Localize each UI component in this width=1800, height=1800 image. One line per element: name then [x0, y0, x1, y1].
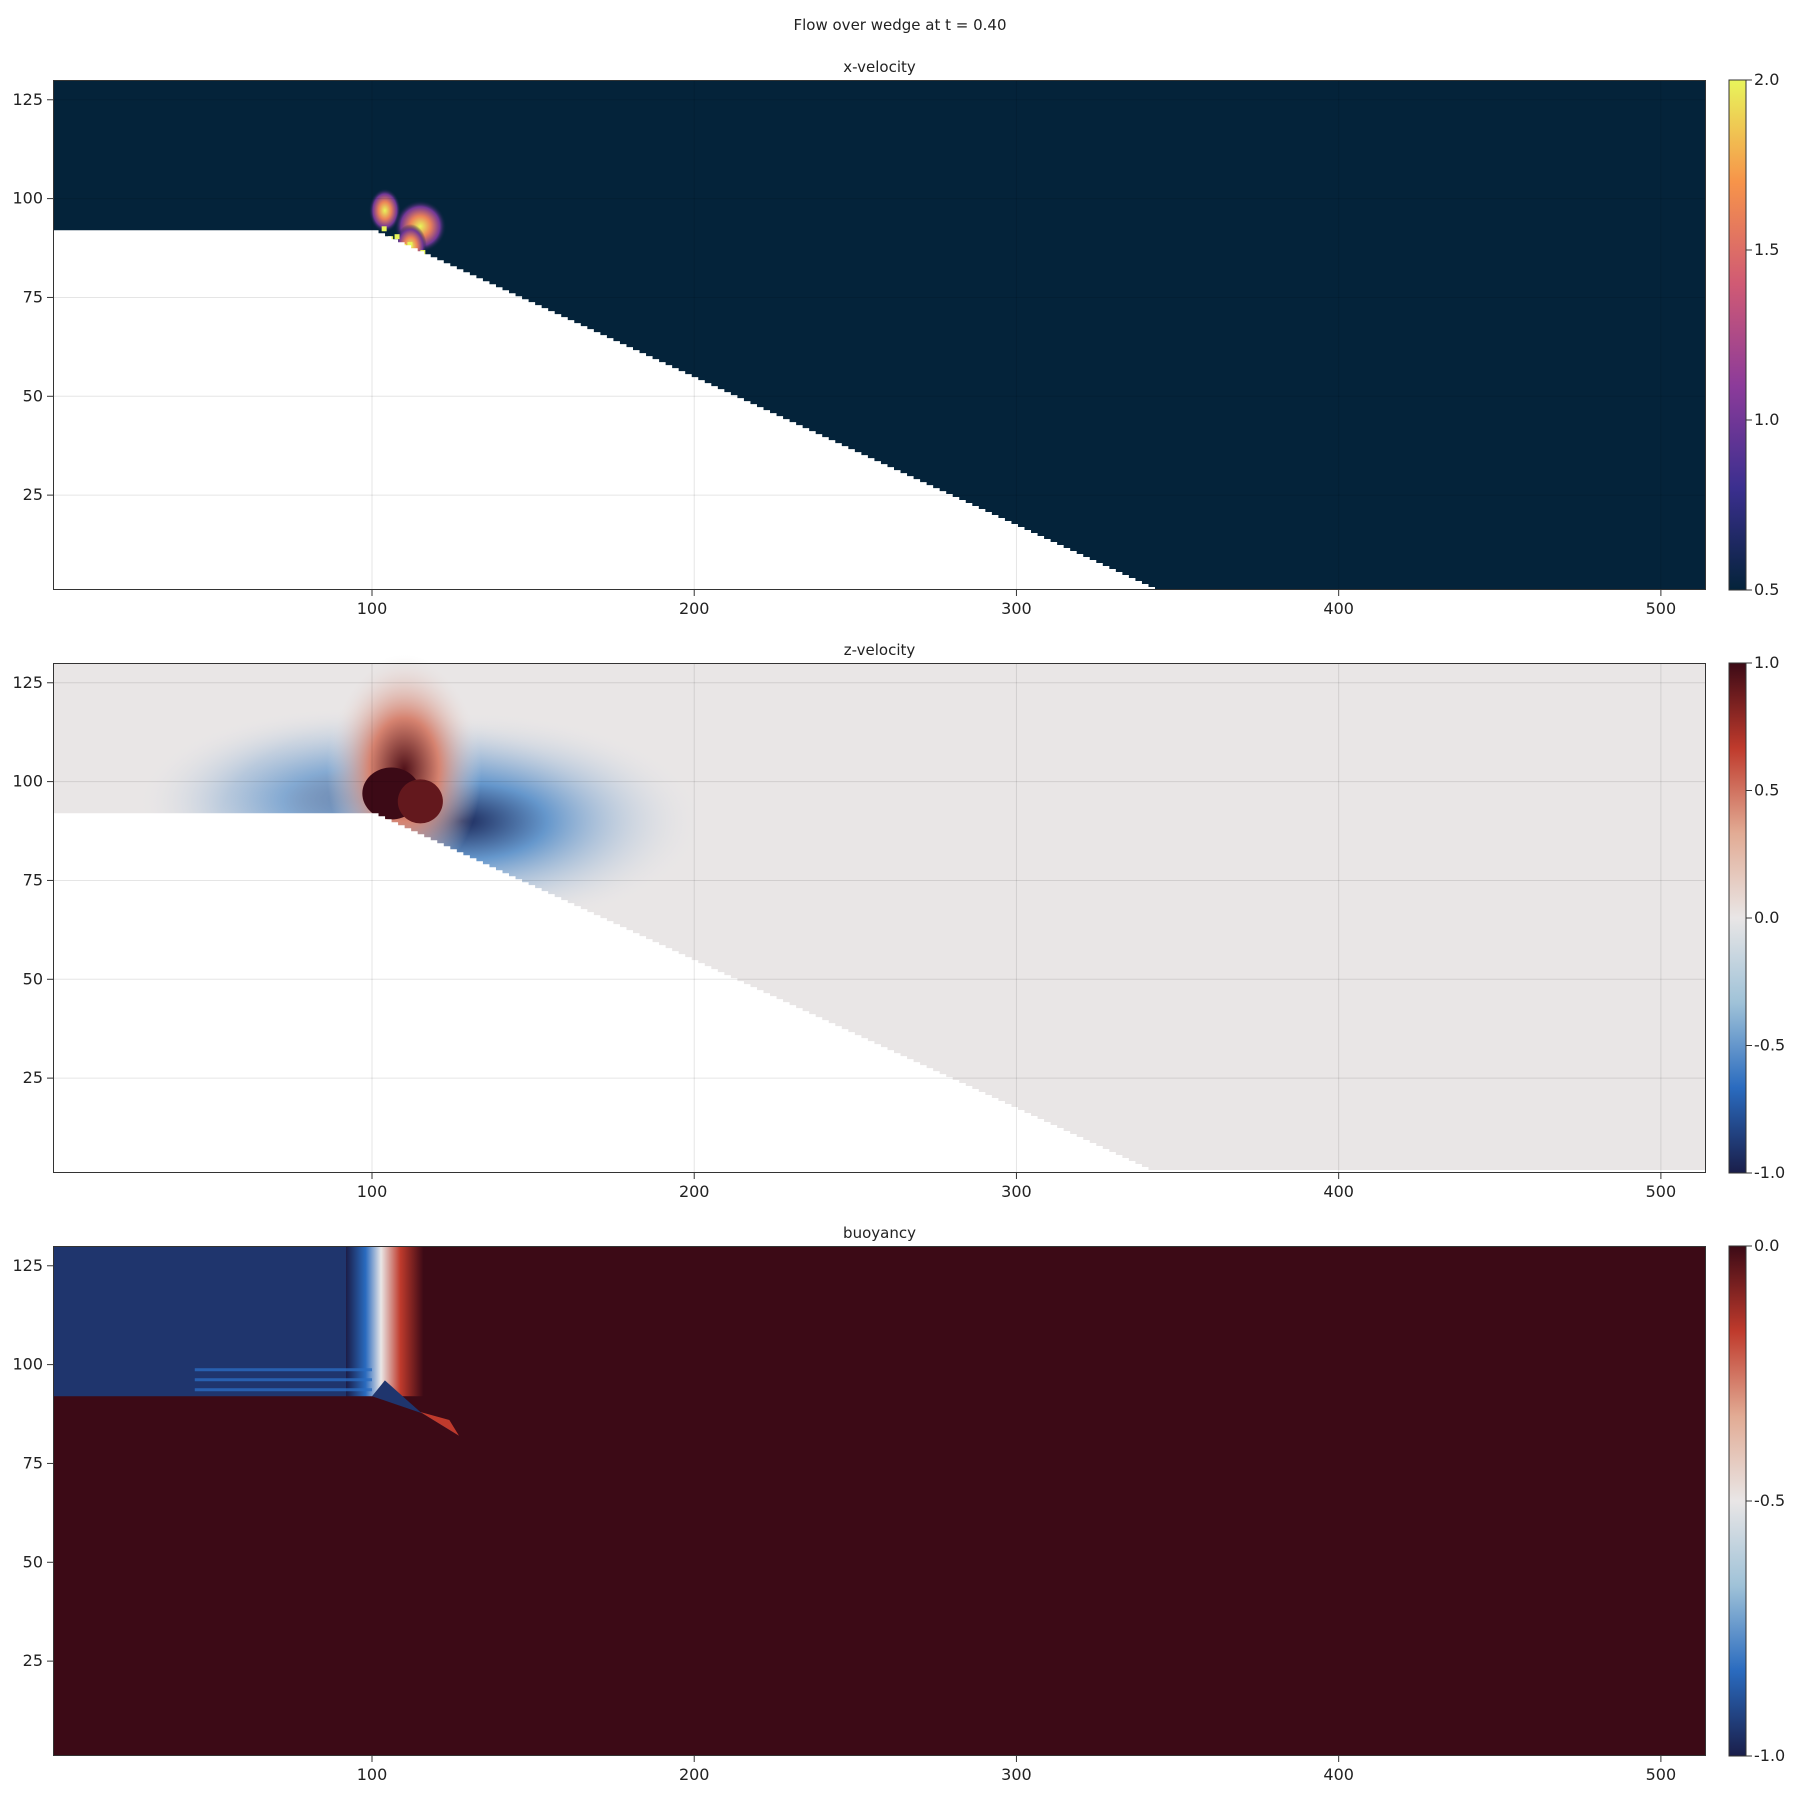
checker-cell: [394, 234, 400, 240]
colorbar-gradient: [1728, 79, 1747, 591]
panel-title-x-velocity: x-velocity: [843, 58, 916, 76]
x-tick-label: 500: [1646, 1182, 1677, 1201]
y-tick-label: 100: [12, 1355, 43, 1374]
y-tick-label: 100: [12, 772, 43, 791]
colorbar-tick-label: 0.5: [1754, 580, 1779, 599]
colorbar-tick-label: 0.0: [1754, 1236, 1779, 1255]
colorbar-tick-label: -0.5: [1754, 1491, 1785, 1510]
x-tick-label: 100: [357, 599, 388, 618]
plot-frame: [53, 663, 1706, 1173]
x-tick-label: 300: [1001, 1182, 1032, 1201]
checker-cell: [407, 242, 413, 248]
colorbar-tick-label: 1.0: [1754, 410, 1779, 429]
y-tick-label: 25: [23, 1651, 43, 1670]
x-tick-label: 400: [1323, 1182, 1354, 1201]
y-tick-label: 50: [23, 969, 43, 988]
x-tick-label: 400: [1323, 599, 1354, 618]
dense-fluid-region: [53, 1246, 347, 1397]
x-tick-label: 500: [1646, 1765, 1677, 1784]
colorbar-tick-label: 2.0: [1754, 70, 1779, 89]
x-tick-label: 500: [1646, 599, 1677, 618]
colorbar-tick-label: 0.0: [1754, 908, 1779, 927]
y-tick-label: 25: [23, 1068, 43, 1087]
buoyancy-front: [346, 1246, 424, 1397]
colorbar-x-velocity: 0.5 1.0 1.5 2.0: [1728, 70, 1779, 599]
y-tick-label: 25: [23, 485, 43, 504]
upwelling-core-2: [397, 779, 443, 824]
colorbar-gradient: [1728, 1245, 1747, 1757]
colorbar-tick-label: -1.0: [1754, 1163, 1785, 1182]
x-tick-label: 300: [1001, 1765, 1032, 1784]
colorbar-gradient: [1728, 662, 1747, 1174]
y-tick-label: 125: [12, 90, 43, 109]
panel-title-buoyancy: buoyancy: [843, 1224, 916, 1242]
y-tick-label: 125: [12, 673, 43, 692]
colorbar-tick-label: -0.5: [1754, 1036, 1785, 1055]
y-tick-label: 125: [12, 1256, 43, 1275]
x-tick-label: 200: [679, 1182, 710, 1201]
plot-frame: [53, 80, 1706, 590]
heatmap-x-velocity: 100 200 300 400 500 25 50 75 100 125: [12, 80, 1706, 618]
bottom-mask-strip: [1155, 1170, 1706, 1173]
colorbar-tick-label: 1.0: [1754, 653, 1779, 672]
x-tick-label: 200: [679, 1765, 710, 1784]
heatmap-buoyancy: 100 200 300 400 500 25 50 75 100 125: [12, 1246, 1706, 1784]
x-tick-label: 100: [357, 1182, 388, 1201]
x-tick-label: 300: [1001, 599, 1032, 618]
panel-title-z-velocity: z-velocity: [843, 641, 916, 659]
y-tick-label: 75: [23, 1453, 43, 1472]
figure-title: Flow over wedge at t = 0.40: [793, 16, 1007, 34]
x-tick-label: 400: [1323, 1765, 1354, 1784]
y-tick-label: 100: [12, 189, 43, 208]
wedge-mask: [53, 813, 1155, 1173]
y-tick-label: 50: [23, 1552, 43, 1571]
colorbar-tick-label: -1.0: [1754, 1746, 1785, 1765]
y-tick-label: 50: [23, 386, 43, 405]
shelf-streak: [194, 1378, 372, 1382]
colorbar-buoyancy: -1.0 -0.5 0.0: [1728, 1236, 1785, 1765]
shelf-streak: [194, 1368, 372, 1372]
shelf-streak: [194, 1388, 372, 1392]
colorbar-z-velocity: -1.0 -0.5 0.0 0.5 1.0: [1728, 653, 1785, 1182]
x-tick-label: 100: [357, 1765, 388, 1784]
colorbar-tick-label: 0.5: [1754, 781, 1779, 800]
colorbar-tick-label: 1.5: [1754, 240, 1779, 259]
wedge-mask: [53, 230, 1155, 591]
plot-frame: [53, 1246, 1706, 1756]
y-tick-label: 75: [23, 870, 43, 889]
velocity-hotspot: [368, 188, 401, 233]
nose-edge: [420, 1412, 459, 1436]
y-tick-label: 75: [23, 287, 43, 306]
x-tick-label: 200: [679, 599, 710, 618]
checker-cell: [381, 226, 387, 232]
heatmap-z-velocity: 100 200 300 400 500 25 50 75 100 125: [12, 654, 1706, 1201]
